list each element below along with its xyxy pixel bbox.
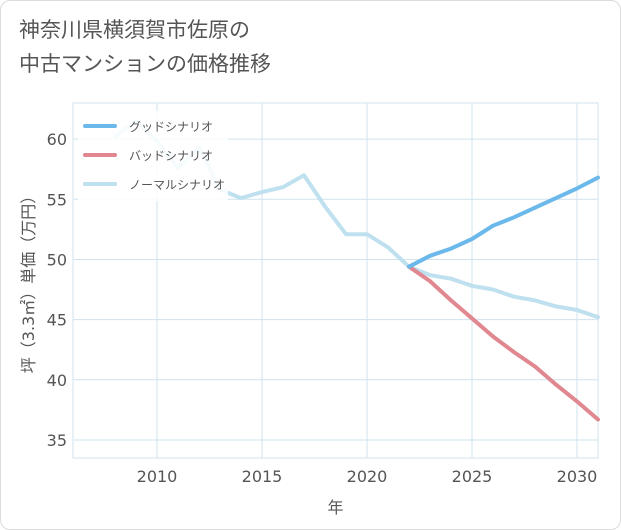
y-tick-label: 60 (47, 130, 67, 149)
x-tick-label: 2015 (242, 467, 283, 486)
series-line-1 (407, 175, 600, 269)
legend-label: バッドシナリオ (129, 149, 213, 163)
x-tick-label: 2020 (347, 467, 388, 486)
y-tick-label: 50 (47, 250, 67, 269)
x-tick-label: 2030 (557, 467, 598, 486)
legend-label: グッドシナリオ (129, 120, 213, 134)
chart-title-line2: 中古マンションの価格推移 (19, 52, 271, 76)
x-tick-label: 2010 (137, 467, 178, 486)
chart-title: 神奈川県横須賀市佐原の 中古マンションの価格推移 (19, 13, 271, 81)
y-tick-label: 55 (47, 190, 67, 209)
x-axis-label: 年 (327, 498, 343, 517)
series-line-2 (407, 264, 600, 422)
plot-border (72, 102, 599, 459)
x-tick-label: 2025 (452, 467, 493, 486)
legend-label: ノーマルシナリオ (129, 178, 225, 192)
y-tick-label: 45 (47, 311, 67, 330)
y-tick-label: 40 (47, 371, 67, 390)
chart-title-line1: 神奈川県横須賀市佐原の (19, 18, 250, 42)
y-axis-label: 坪（3.3㎡）単価（万円） (19, 188, 38, 373)
y-tick-label: 35 (47, 431, 67, 450)
